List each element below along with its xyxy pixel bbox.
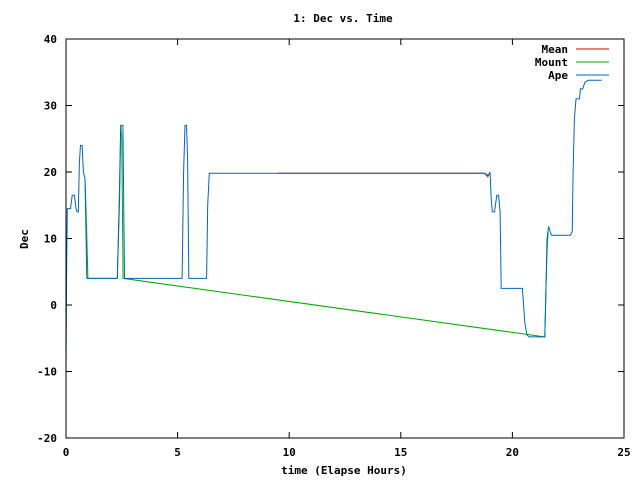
x-tick-label: 0: [63, 446, 70, 459]
chart-title: 1: Dec vs. Time: [293, 12, 393, 25]
x-tick-label: 10: [283, 446, 296, 459]
y-tick-label: 10: [44, 233, 57, 246]
series-line-mount: [84, 125, 549, 338]
series-line-mean: [278, 171, 491, 178]
x-tick-label: 5: [174, 446, 181, 459]
y-tick-label: -20: [37, 432, 57, 445]
y-tick-label: 0: [50, 299, 57, 312]
y-tick-label: -10: [37, 366, 57, 379]
x-tick-label: 15: [394, 446, 407, 459]
legend-label-mount: Mount: [535, 56, 568, 69]
y-axis-label: Dec: [18, 229, 31, 249]
series-lines: [65, 79, 602, 369]
y-tick-label: 40: [44, 33, 57, 46]
y-axis-ticks: -20 -10 0 10 20 30 40: [37, 33, 624, 445]
y-tick-label: 30: [44, 100, 57, 113]
x-tick-label: 20: [506, 446, 519, 459]
y-tick-label: 20: [44, 166, 57, 179]
series-line-ape: [65, 79, 602, 369]
legend-label-mean: Mean: [542, 43, 569, 56]
plot-area-border: [65, 38, 625, 439]
x-axis-ticks: 0 5 10 15 20 25: [63, 39, 631, 459]
x-tick-label: 25: [617, 446, 630, 459]
legend-label-ape: Ape: [548, 69, 568, 82]
x-axis-label: time (Elapse Hours): [281, 464, 407, 477]
